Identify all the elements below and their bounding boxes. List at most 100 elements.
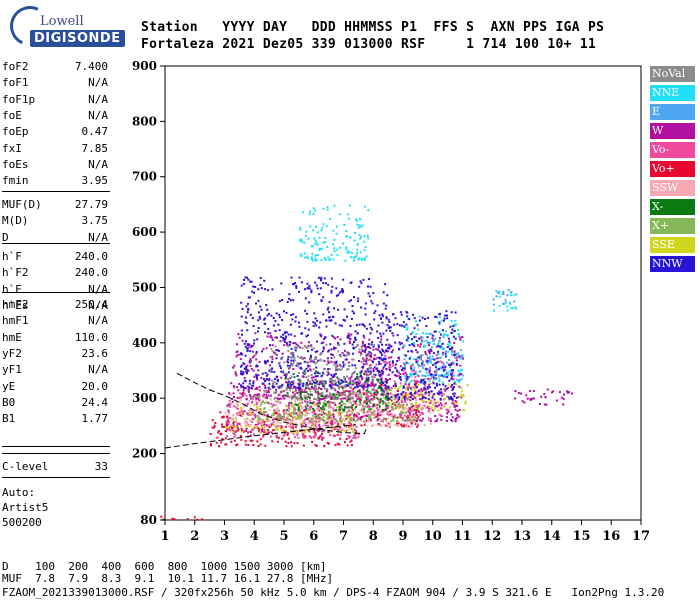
echo-point [268, 382, 271, 385]
echo-point [351, 417, 354, 420]
echo-point [337, 380, 340, 383]
echo-point [288, 340, 291, 343]
echo-point [255, 358, 258, 361]
echo-point [318, 386, 320, 389]
echo-point [259, 404, 262, 407]
echo-point [256, 393, 259, 396]
echo-point [369, 417, 372, 420]
echo-point [269, 334, 272, 337]
echo-point [339, 430, 342, 432]
echo-point [315, 402, 318, 405]
echo-point [450, 373, 453, 376]
echo-point [422, 364, 425, 367]
echo-point [318, 397, 321, 400]
echo-point [323, 381, 326, 384]
echo-point [266, 397, 268, 399]
echo-point [304, 435, 307, 438]
echo-point [308, 341, 310, 344]
echo-point [358, 400, 361, 403]
echo-point [250, 387, 253, 390]
param-label: yF1 [2, 363, 22, 377]
echo-point [360, 424, 363, 427]
echo-point [360, 306, 363, 309]
echo-point [299, 253, 302, 256]
echo-point [460, 354, 463, 357]
echo-point [546, 388, 549, 391]
echo-point [328, 316, 331, 319]
echo-point [217, 430, 220, 433]
echo-point [308, 397, 311, 400]
echo-point [236, 386, 238, 389]
echo-point [444, 333, 447, 336]
echo-point [287, 419, 289, 422]
echo-point [315, 425, 318, 428]
echo-point [324, 388, 327, 391]
echo-point [251, 439, 254, 442]
echo-point [301, 406, 304, 409]
echo-point [397, 407, 400, 410]
echo-point [428, 400, 431, 403]
legend-item-ssw: SSW [650, 180, 695, 196]
echo-point [320, 388, 323, 391]
panel-separator [2, 477, 110, 478]
echo-point [397, 393, 400, 396]
echo-point [415, 358, 418, 361]
echo-point [293, 335, 296, 338]
echo-point [337, 293, 340, 296]
echo-point [384, 358, 386, 360]
echo-point [390, 345, 393, 348]
echo-point [323, 412, 326, 415]
echo-point [318, 402, 321, 405]
echo-point [364, 422, 367, 425]
echo-point [271, 344, 274, 347]
echo-point [348, 300, 351, 303]
echo-point [439, 393, 442, 396]
echo-point [248, 379, 251, 382]
echo-point [347, 217, 350, 220]
echo-point [355, 432, 358, 435]
echo-point [260, 287, 263, 290]
echo-point [432, 340, 435, 342]
echo-point [293, 356, 296, 359]
echo-point [311, 383, 313, 385]
echo-point [399, 382, 402, 385]
echo-point [453, 392, 456, 395]
echo-point [428, 344, 431, 347]
echo-point [247, 344, 249, 347]
echo-point [301, 347, 304, 350]
echo-point [288, 297, 290, 300]
echo-point [439, 312, 441, 315]
echo-point [370, 408, 373, 411]
echo-point [293, 411, 296, 414]
echo-point [333, 435, 336, 438]
echo-point [279, 365, 282, 368]
echo-point [331, 334, 334, 337]
echo-point [263, 414, 266, 417]
echo-point [364, 385, 367, 388]
echo-point [365, 373, 368, 376]
echo-point [310, 436, 313, 439]
echo-point [353, 413, 356, 416]
echo-point [376, 424, 379, 427]
echo-point [396, 370, 398, 373]
echo-point [451, 399, 454, 402]
echo-point [418, 337, 421, 340]
echo-point [292, 391, 294, 394]
echo-point [366, 234, 369, 237]
echo-point [399, 365, 402, 368]
echo-point [329, 377, 331, 380]
echo-point [405, 323, 408, 326]
echo-point [299, 402, 302, 405]
echo-point [330, 277, 333, 280]
param-label: B0 [2, 395, 16, 409]
echo-point [249, 350, 252, 353]
echo-point [301, 398, 304, 401]
echo-point [435, 366, 437, 369]
echo-point [273, 429, 276, 432]
echo-point [263, 407, 266, 410]
echo-point [276, 407, 279, 410]
echo-point [335, 397, 338, 400]
echo-point [282, 410, 285, 413]
echo-point [246, 412, 249, 415]
echo-point [390, 356, 393, 359]
